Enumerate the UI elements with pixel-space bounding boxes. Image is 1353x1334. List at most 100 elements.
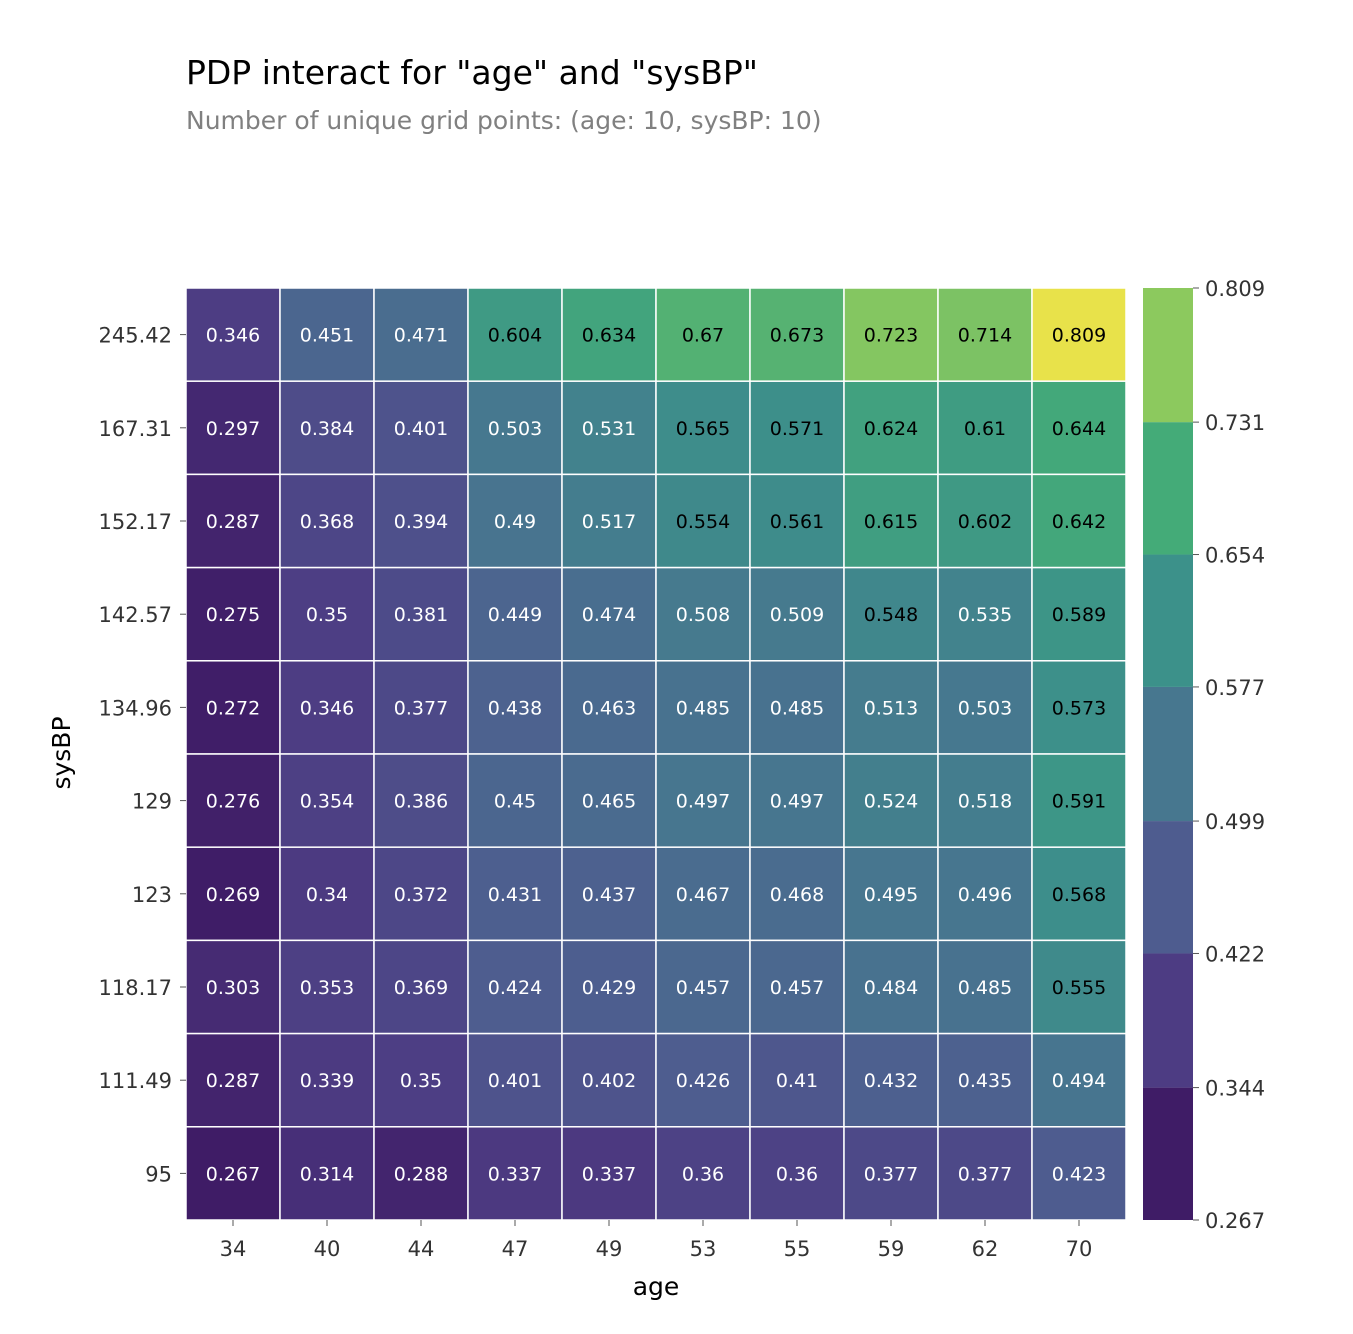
y-tick-label: 129: [132, 790, 172, 814]
cell-value-label: 0.503: [958, 697, 1012, 719]
colorbar-tick-label: 0.344: [1205, 1077, 1265, 1101]
cell-value-label: 0.571: [770, 418, 824, 440]
cell-value-label: 0.67: [682, 325, 724, 347]
colorbar-tick-label: 0.499: [1205, 810, 1265, 834]
heatmap-cell: [467, 380, 563, 476]
x-tick-label: 55: [784, 1237, 811, 1261]
cell-value-label: 0.591: [1052, 791, 1106, 813]
cell-value-label: 0.346: [300, 697, 354, 719]
heatmap-cell: [843, 1032, 939, 1128]
cell-value-label: 0.485: [770, 697, 824, 719]
cell-value-label: 0.465: [582, 791, 636, 813]
cell-value-label: 0.45: [494, 791, 536, 813]
cell-value-label: 0.624: [864, 418, 918, 440]
heatmap-cell: [561, 1126, 657, 1221]
heatmap-cell: [1031, 566, 1127, 662]
x-tick-label: 59: [878, 1237, 905, 1261]
heatmap-cell: [1031, 939, 1127, 1035]
cell-value-label: 0.518: [958, 791, 1012, 813]
heatmap-cell: [843, 1126, 939, 1221]
cell-value-label: 0.642: [1052, 511, 1106, 533]
cell-value-label: 0.377: [958, 1163, 1012, 1185]
cell-value-label: 0.401: [488, 1070, 542, 1092]
heatmap-cell: [185, 473, 281, 569]
colorbar-band: [1143, 1087, 1193, 1220]
heatmap-cell: [467, 1032, 563, 1128]
cell-value-label: 0.372: [394, 884, 448, 906]
x-tick-label: 62: [972, 1237, 999, 1261]
cell-value-label: 0.384: [300, 418, 354, 440]
cell-value-label: 0.303: [206, 977, 260, 999]
cell-value-label: 0.485: [676, 697, 730, 719]
heatmap-cell: [561, 939, 657, 1035]
heatmap-cell: [937, 473, 1033, 569]
colorbar-band: [1143, 686, 1193, 822]
cell-value-label: 0.602: [958, 511, 1012, 533]
heatmap-cell: [655, 753, 751, 848]
heatmap-cell: [561, 473, 657, 569]
x-tick-label: 40: [314, 1237, 341, 1261]
cell-value-label: 0.589: [1052, 604, 1106, 626]
heatmap-cell: [937, 753, 1033, 848]
heatmap-cell: [937, 660, 1033, 755]
cell-value-label: 0.463: [582, 697, 636, 719]
heatmap-cell: [1031, 473, 1127, 569]
cell-value-label: 0.272: [206, 697, 260, 719]
cell-value-label: 0.451: [300, 325, 354, 347]
cell-value-label: 0.368: [300, 511, 354, 533]
cell-value-label: 0.353: [300, 977, 354, 999]
heatmap-cell: [843, 380, 939, 476]
heatmap-cell: [279, 939, 375, 1035]
cell-value-label: 0.287: [206, 511, 260, 533]
cell-value-label: 0.554: [676, 511, 730, 533]
cell-value-label: 0.36: [776, 1163, 818, 1185]
heatmap-cell: [937, 1032, 1033, 1128]
colorbar-band: [1143, 288, 1193, 423]
heatmap-cell: [1031, 1032, 1127, 1128]
cell-value-label: 0.634: [582, 325, 636, 347]
cell-value-label: 0.275: [206, 604, 260, 626]
heatmap-cell: [937, 566, 1033, 662]
cell-value-label: 0.369: [394, 977, 448, 999]
heatmap-cell: [655, 660, 751, 755]
heatmap-cell: [937, 1126, 1033, 1221]
cell-value-label: 0.35: [306, 604, 348, 626]
cell-value-label: 0.548: [864, 604, 918, 626]
heatmap-cell: [373, 473, 469, 569]
x-axis-label: age: [633, 1272, 680, 1301]
cell-value-label: 0.381: [394, 604, 448, 626]
heatmap-cell: [373, 939, 469, 1035]
x-axis-ticks: 34 40 44 47 49 53 55 59 62 70: [220, 1220, 1092, 1261]
heatmap-cell: [1031, 287, 1127, 382]
cell-value-label: 0.267: [206, 1163, 260, 1185]
cell-value-label: 0.471: [394, 325, 448, 347]
cell-value-label: 0.276: [206, 791, 260, 813]
cell-value-label: 0.503: [488, 418, 542, 440]
heatmap-cell: [185, 1126, 281, 1221]
heatmap-cell: [843, 846, 939, 942]
cell-value-label: 0.426: [676, 1070, 730, 1092]
cell-value-label: 0.474: [582, 604, 636, 626]
heatmap-cell: [279, 287, 375, 382]
cell-value-label: 0.337: [488, 1163, 542, 1185]
heatmap-cell: [749, 473, 845, 569]
heatmap-cell: [655, 1126, 751, 1221]
x-tick-label: 53: [690, 1237, 717, 1261]
y-tick-label: 95: [145, 1162, 172, 1186]
x-tick-label: 44: [408, 1237, 435, 1261]
cell-value-label: 0.337: [582, 1163, 636, 1185]
y-tick-label: 142.57: [99, 603, 172, 627]
heatmap-cell: [467, 939, 563, 1035]
heatmap-cell: [561, 660, 657, 755]
cell-value-label: 0.35: [400, 1070, 442, 1092]
cell-value-label: 0.287: [206, 1070, 260, 1092]
chart-title: PDP interact for "age" and "sysBP": [186, 53, 758, 92]
heatmap-cell: [749, 660, 845, 755]
cell-value-label: 0.517: [582, 511, 636, 533]
cell-value-label: 0.429: [582, 977, 636, 999]
heatmap-cell: [373, 287, 469, 382]
cell-value-label: 0.401: [394, 418, 448, 440]
cell-value-label: 0.496: [958, 884, 1012, 906]
y-tick-label: 111.49: [99, 1069, 172, 1093]
